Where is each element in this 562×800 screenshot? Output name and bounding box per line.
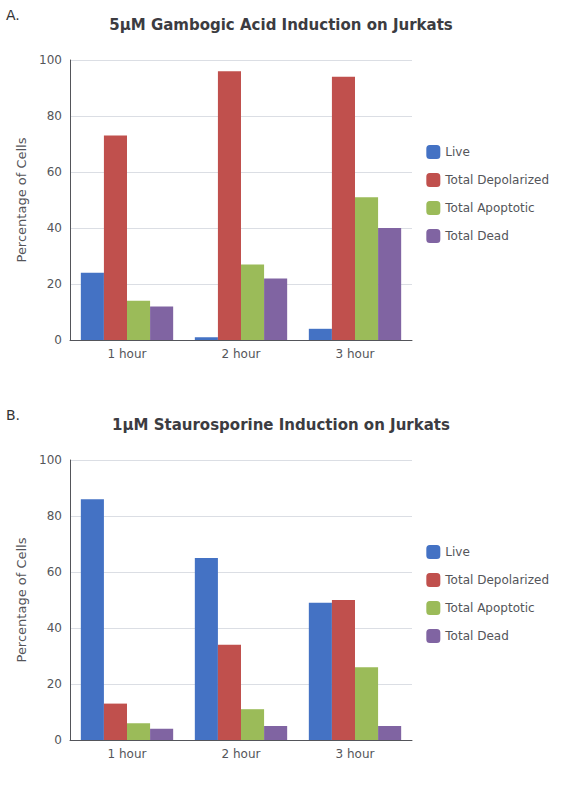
svg-text:Total Apoptotic: Total Apoptotic — [444, 601, 534, 615]
svg-text:20: 20 — [47, 677, 62, 691]
svg-text:Total Depolarized: Total Depolarized — [444, 173, 549, 187]
svg-text:3 hour: 3 hour — [336, 347, 375, 361]
svg-text:2 hour: 2 hour — [222, 747, 261, 761]
svg-text:60: 60 — [47, 165, 62, 179]
svg-text:Live: Live — [445, 145, 470, 159]
svg-text:Live: Live — [445, 545, 470, 559]
svg-text:40: 40 — [47, 621, 62, 635]
svg-text:5μM Gambogic Acid Induction on: 5μM Gambogic Acid Induction on Jurkats — [109, 16, 453, 34]
svg-text:Total Apoptotic: Total Apoptotic — [444, 201, 534, 215]
svg-text:Total Depolarized: Total Depolarized — [444, 573, 549, 587]
svg-text:80: 80 — [47, 509, 62, 523]
svg-text:80: 80 — [47, 109, 62, 123]
svg-text:1 hour: 1 hour — [108, 347, 147, 361]
svg-text:20: 20 — [47, 277, 62, 291]
svg-text:0: 0 — [54, 733, 62, 747]
svg-text:40: 40 — [47, 221, 62, 235]
svg-text:Percentage of Cells: Percentage of Cells — [14, 137, 29, 262]
svg-text:B.: B. — [6, 407, 20, 423]
svg-text:100: 100 — [39, 53, 62, 67]
svg-text:1μM Staurosporine Induction on: 1μM Staurosporine Induction on Jurkats — [112, 416, 450, 434]
svg-text:1 hour: 1 hour — [108, 747, 147, 761]
svg-text:2 hour: 2 hour — [222, 347, 261, 361]
svg-text:A.: A. — [6, 7, 20, 23]
svg-text:100: 100 — [39, 453, 62, 467]
svg-text:60: 60 — [47, 565, 62, 579]
svg-text:Percentage of Cells: Percentage of Cells — [14, 537, 29, 662]
svg-text:Total Dead: Total Dead — [444, 629, 508, 643]
svg-text:Total Dead: Total Dead — [444, 229, 508, 243]
svg-text:3 hour: 3 hour — [336, 747, 375, 761]
svg-text:0: 0 — [54, 333, 62, 347]
